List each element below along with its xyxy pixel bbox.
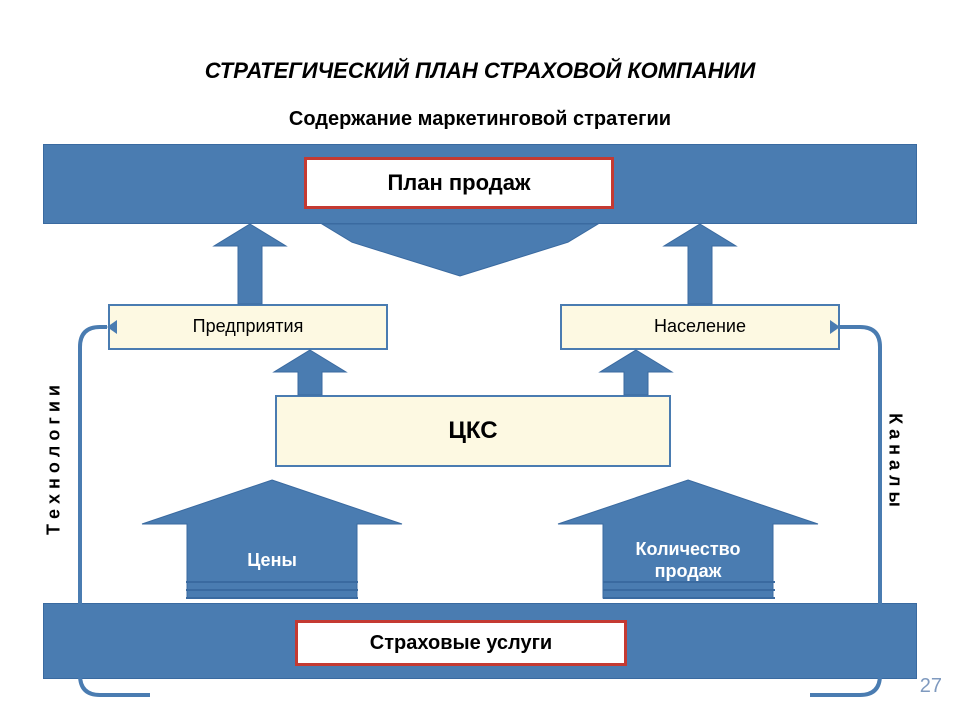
- channels-label: К а н а л ы: [885, 413, 906, 507]
- diagram-stage: { "canvas": { "w": 960, "h": 720, "bg": …: [0, 0, 960, 720]
- technologies-text: Т е х н о л о г и и: [44, 385, 64, 535]
- bracket-right: [0, 0, 960, 720]
- page-number: 27: [920, 675, 942, 698]
- channels-text: К а н а л ы: [886, 413, 906, 507]
- technologies-label: Т е х н о л о г и и: [44, 385, 65, 535]
